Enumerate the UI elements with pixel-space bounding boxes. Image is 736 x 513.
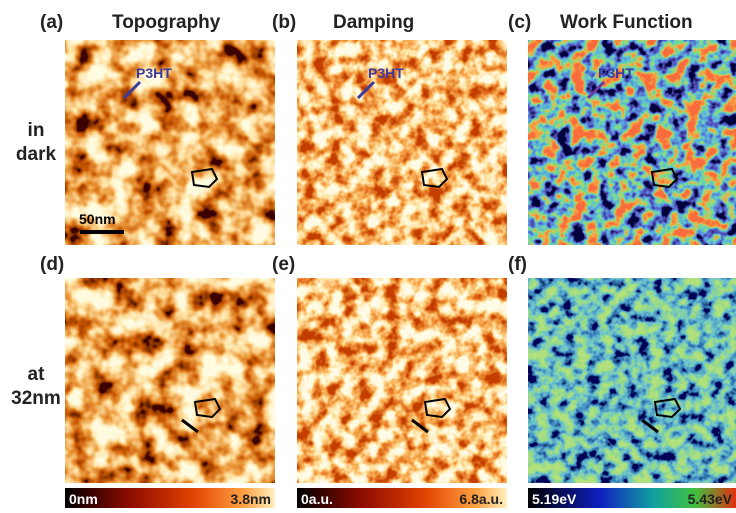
- panel-label: (b): [272, 12, 296, 33]
- scale-bar-label: 50nm: [79, 211, 116, 227]
- work-function-image: [528, 278, 736, 483]
- colorbar-min: 0a.u.: [301, 491, 333, 507]
- column-title: Topography: [112, 12, 221, 33]
- material-label: P3HT: [598, 65, 634, 81]
- panel-label: (e): [272, 254, 295, 275]
- material-label: P3HT: [368, 65, 404, 81]
- images: [65, 40, 736, 483]
- colorbar-min: 0nm: [69, 491, 98, 507]
- colorbar-max: 5.43eV: [688, 491, 733, 507]
- colorbar-min: 5.19eV: [532, 491, 577, 507]
- damping-image: [297, 278, 507, 483]
- colorbar-max: 6.8a.u.: [459, 491, 503, 507]
- panel-label: (d): [40, 254, 64, 275]
- panel-label: (a): [40, 12, 63, 33]
- colorbars: 0nm 3.8nm 0a.u. 6.8a.u. 5.19eV 5.43eV: [65, 488, 736, 508]
- panel-label: (f): [508, 254, 527, 275]
- colorbar-max: 3.8nm: [231, 491, 271, 507]
- column-title: Damping: [333, 12, 414, 33]
- scale-bar: [80, 230, 124, 234]
- figure: (a) Topography (b) Damping (c) Work Func…: [0, 0, 736, 508]
- panel-label: (c): [508, 12, 531, 33]
- topography-image: [65, 278, 275, 483]
- column-title: Work Function: [560, 12, 693, 33]
- material-label: P3HT: [136, 65, 172, 81]
